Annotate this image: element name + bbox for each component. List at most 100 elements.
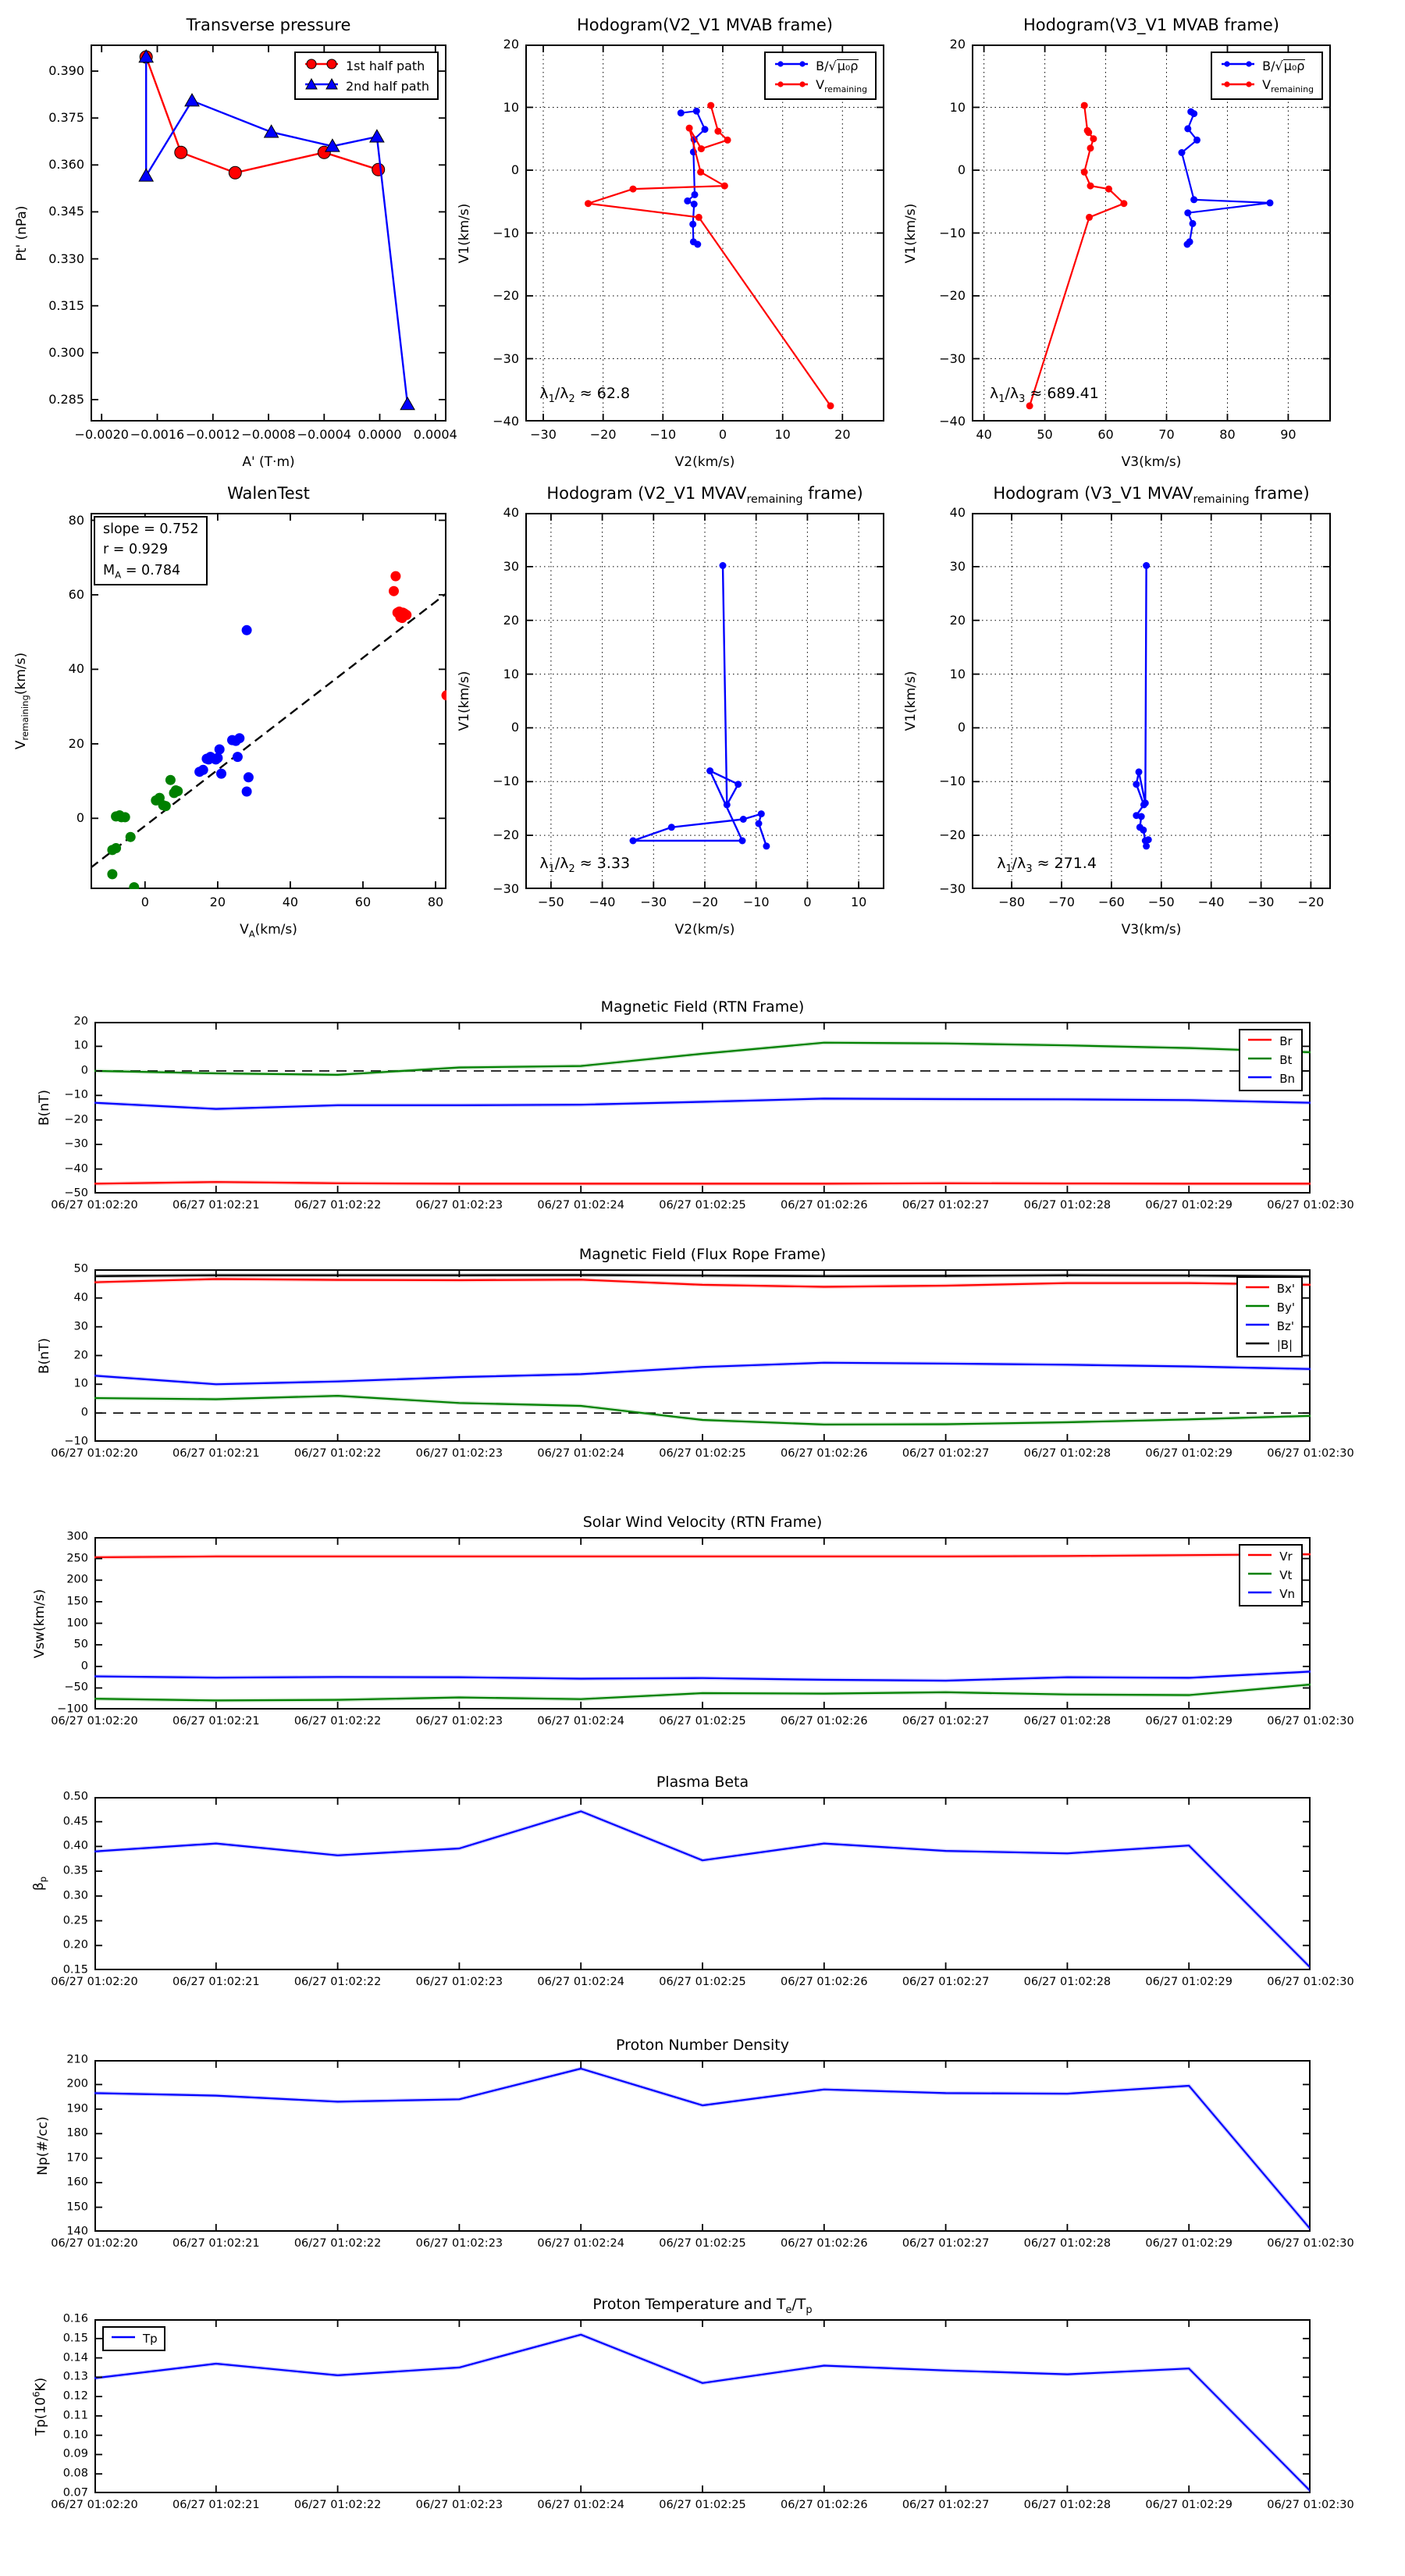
magnetic-field-rtn-x-tick-label: 06/27 01:02:23 xyxy=(415,1199,503,1212)
v-remaining-hodogram-marker xyxy=(1144,836,1152,844)
proton-temperature-plot-area xyxy=(94,2318,1312,2494)
legend-swatch-Vremaining xyxy=(1220,77,1256,94)
magnetic-field-flux-rope-y-tick-label: 10 xyxy=(73,1378,88,1391)
proton-temperature-x-tick-label: 06/27 01:02:23 xyxy=(415,2499,503,2511)
By-prime-line xyxy=(94,1395,1311,1425)
legend-swatch-canvas xyxy=(1245,1304,1269,1308)
second-half-path-marker xyxy=(369,129,385,143)
hodogram-v3v1-mvab-annotation: λ1/λ3 ≈ 689.41 xyxy=(990,385,1099,406)
magnetic-field-rtn-y-tick-label: −30 xyxy=(64,1137,88,1151)
proton-temperature-y-tick-label: 0.16 xyxy=(62,2312,88,2325)
hodogram-v3v1-mvav-canvas xyxy=(972,512,1331,890)
hodogram-v3v1-mvab-frame xyxy=(972,44,1331,422)
transverse-pressure-x-tick-label: −0.0012 xyxy=(186,427,240,442)
legend-swatch-canvas xyxy=(1222,61,1255,67)
proton-number-density-y-tick-label: 150 xyxy=(66,2201,88,2214)
transverse-pressure-x-tick-label: 0.0000 xyxy=(357,427,402,442)
v-remaining-hodogram-marker xyxy=(1090,135,1097,143)
proton-number-density-x-tick-label: 06/27 01:02:23 xyxy=(415,2237,503,2250)
hodogram-v2v1-mvab-title: Hodogram(V2_V1 MVAB frame) xyxy=(577,16,833,34)
magnetic-field-rtn-legend-entry-1: Bt xyxy=(1247,1051,1295,1069)
b-field-hodogram-marker xyxy=(1190,196,1198,204)
transverse-pressure-y-tick-label: 0.285 xyxy=(48,392,84,407)
magnetic-field-rtn-x-tick-label: 06/27 01:02:27 xyxy=(902,1199,990,1212)
second-half-path-marker xyxy=(263,124,279,138)
hodogram-v2v1-mvab-y-tick-label: 20 xyxy=(503,37,519,52)
hodogram-v2v1-mvav-x-tick-label: 10 xyxy=(850,895,867,909)
magnetic-field-rtn-canvas xyxy=(94,1021,1311,1194)
hodogram-v3v1-mvav-plot-area xyxy=(972,512,1331,890)
hodogram-v2v1-mvav-annotation: λ1/λ2 ≈ 3.33 xyxy=(539,854,631,875)
hodogram-v2v1-mvav-y-tick-label: 30 xyxy=(503,558,519,574)
transverse-pressure-legend: 1st half path 2nd half path xyxy=(293,52,439,100)
magnetic-field-rtn-y-tick-label: −40 xyxy=(64,1162,88,1176)
hodogram-v3v1-mvab-x-tick-label: 50 xyxy=(1037,427,1053,442)
solar-wind-velocity-legend-entry-0: Vr xyxy=(1247,1548,1295,1565)
legend-swatch-canvas xyxy=(1248,1591,1272,1594)
legend-swatch-canvas xyxy=(1222,81,1255,87)
legend-label: By' xyxy=(1276,1300,1295,1315)
v-remaining-hodogram-marker xyxy=(1080,168,1088,176)
transverse-pressure-y-tick-label: 0.360 xyxy=(48,157,84,173)
hodogram-v3v1-mvav-x-tick-label: −60 xyxy=(1097,895,1125,909)
hodogram-v2v1-mvab-y-tick-label: −10 xyxy=(493,225,519,240)
proton-temperature-x-tick-label: 06/27 01:02:25 xyxy=(659,2499,746,2511)
proton-number-density-y-tick-label: 200 xyxy=(66,2078,88,2091)
legend-swatch-canvas xyxy=(1248,1572,1272,1575)
plasma-beta-y-tick-label: 0.25 xyxy=(62,1914,88,1927)
v-remaining-hodogram-marker xyxy=(695,213,702,221)
magnetic-field-rtn-ylabel: B(nT) xyxy=(37,1089,52,1126)
b-field-hodogram-marker xyxy=(684,197,692,205)
walen-test-y-tick-label: 20 xyxy=(68,735,84,751)
second-half-path-marker xyxy=(325,138,340,152)
v-remaining-hodogram-marker xyxy=(629,837,637,845)
hodogram-v3v1-mvav-frame xyxy=(972,513,1331,889)
solar-wind-velocity-x-tick-label: 06/27 01:02:23 xyxy=(415,1715,503,1727)
magnetic-field-flux-rope-y-tick-label: 20 xyxy=(73,1349,88,1362)
hodogram-v3v1-mvab-y-tick-label: 10 xyxy=(949,99,966,115)
legend-label: B/√μ₀ρ xyxy=(816,58,859,73)
proton-temperature-x-tick-label: 06/27 01:02:22 xyxy=(293,2499,382,2511)
hodogram-v2v1-mvav-x-tick-label: −40 xyxy=(589,895,616,909)
magnetic-field-flux-rope-ylabel: B(nT) xyxy=(37,1337,52,1374)
walen-test-x-tick-label: 60 xyxy=(354,895,372,909)
hodogram-v2v1-mvab-y-tick-label: 10 xyxy=(503,99,519,115)
first-half-path-marker xyxy=(228,165,242,180)
hodogram-v3v1-mvab-legend-entry-1: Vremaining xyxy=(1220,77,1314,94)
walen-test-stats-line-1: r = 0.929 xyxy=(103,542,169,558)
v-remaining-hodogram-marker xyxy=(1135,768,1143,776)
hodogram-v2v1-mvab-ylabel: V1(km/s) xyxy=(457,203,472,263)
scatter-green-marker xyxy=(107,869,118,880)
hodogram-v2v1-mvav-plot-area xyxy=(525,512,884,890)
plasma-beta-x-tick-label: 06/27 01:02:25 xyxy=(659,1976,746,1988)
hodogram-v2v1-mvab-x-tick-label: −20 xyxy=(589,427,617,442)
hodogram-v2v1-mvab-y-tick-label: −30 xyxy=(493,350,519,366)
legend-swatch-Tp xyxy=(110,2330,137,2347)
plasma-beta-canvas xyxy=(94,1796,1312,1971)
transverse-pressure-y-tick-label: 0.345 xyxy=(48,204,84,219)
v-remaining-hodogram-marker xyxy=(719,562,727,569)
b-field-hodogram-marker xyxy=(1178,149,1186,156)
proton-number-density-y-tick-label: 170 xyxy=(66,2151,88,2165)
scatter-blue-marker xyxy=(212,753,223,763)
hodogram-v2v1-mvav-x-tick-label: −50 xyxy=(537,895,564,909)
magnetic-field-flux-rope-y-tick-label: 30 xyxy=(73,1320,88,1333)
legend-swatch-canvas xyxy=(1245,1286,1269,1289)
magnetic-field-rtn-x-tick-label: 06/27 01:02:28 xyxy=(1023,1199,1112,1212)
plasma-beta-x-tick-label: 06/27 01:02:26 xyxy=(781,1976,868,1988)
scatter-green-marker xyxy=(125,831,136,842)
magnetic-field-flux-rope-x-tick-label: 06/27 01:02:26 xyxy=(781,1447,868,1460)
magnetic-field-flux-rope-x-tick-label: 06/27 01:02:23 xyxy=(415,1447,503,1460)
walen-test-x-tick-label: 40 xyxy=(282,895,299,909)
legend-swatch-canvas xyxy=(1248,1057,1272,1060)
hodogram-v2v1-mvab-y-tick-label: −20 xyxy=(493,288,519,304)
magnetic-field-flux-rope-legend-entry-0: Bx' xyxy=(1244,1280,1295,1297)
solar-wind-velocity-x-tick-label: 06/27 01:02:22 xyxy=(293,1715,382,1727)
proton-temperature-frame xyxy=(94,2319,1311,2493)
magnetic-field-flux-rope-frame xyxy=(94,1269,1311,1442)
legend-label: Vremaining xyxy=(1262,77,1314,95)
solar-wind-velocity-x-tick-label: 06/27 01:02:24 xyxy=(537,1715,624,1727)
hodogram-v2v1-mvav-x-tick-label: −20 xyxy=(692,895,718,909)
v-remaining-hodogram-marker xyxy=(1026,402,1033,410)
Bx-prime-line xyxy=(94,1278,1311,1288)
